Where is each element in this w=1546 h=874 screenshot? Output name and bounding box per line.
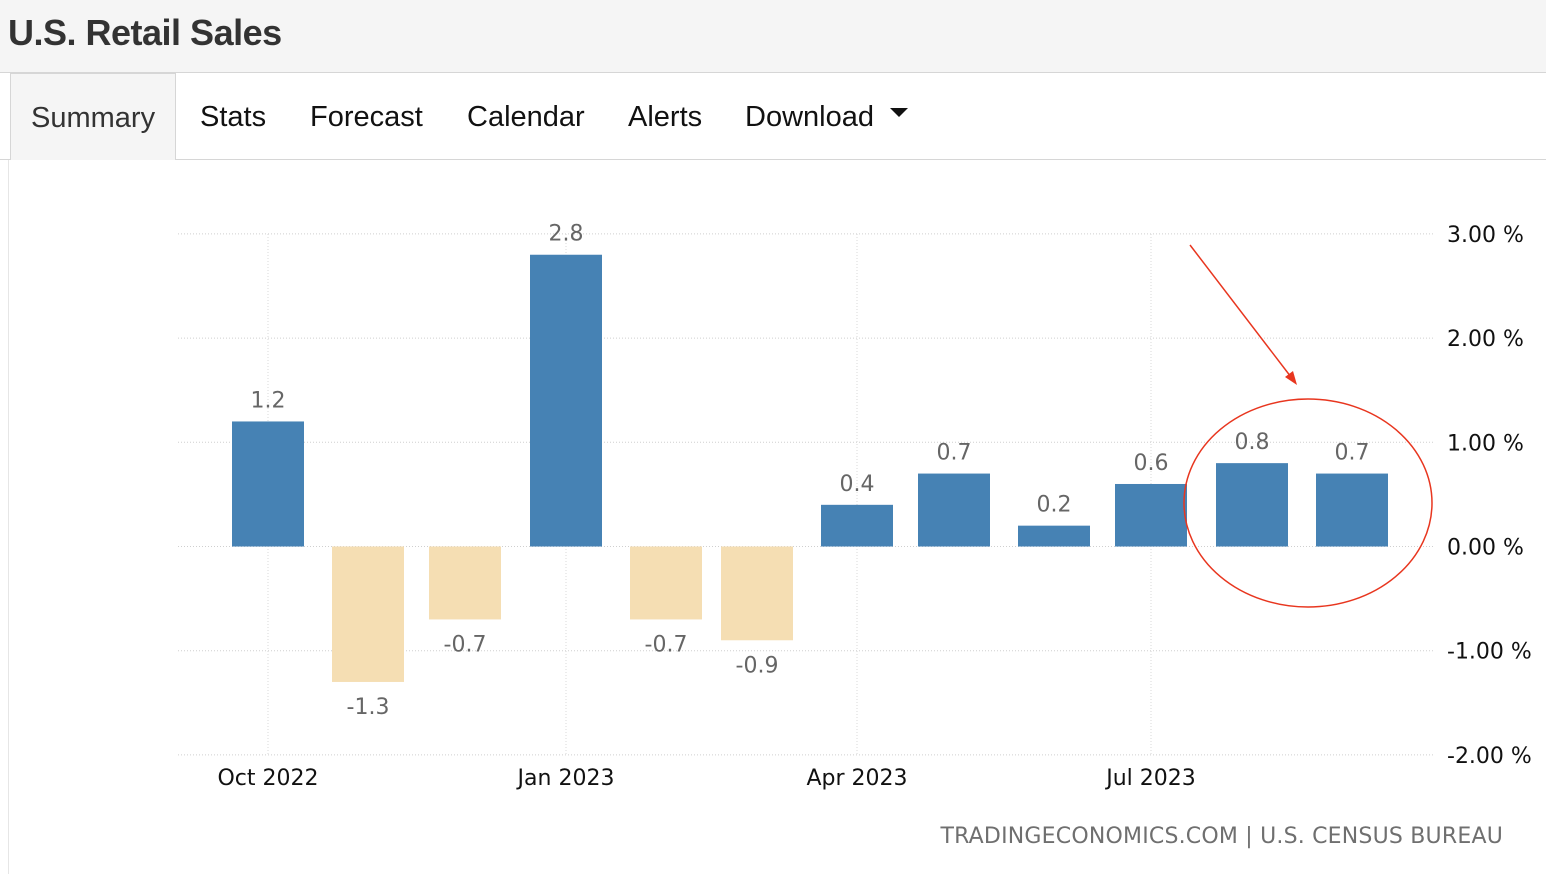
bar-value-label: 0.2	[1037, 493, 1072, 518]
chart-y-axis: 3.00 % 2.00 % 1.00 % 0.00 % -1.00 % -2.00 %	[1447, 223, 1532, 769]
bar-value-label: -0.7	[444, 632, 487, 657]
bar	[429, 546, 501, 620]
bar-value-label: 0.7	[1335, 441, 1370, 466]
bar-value-label: -0.7	[645, 632, 688, 657]
x-tick-label: Oct 2022	[217, 766, 318, 791]
bar-value-label: 1.2	[251, 388, 286, 413]
chart-value-labels: 1.2 -1.3 -0.7 2.8 -0.7 -0.9 0.4 0.7 0.2 0.6 0.8 0.7	[251, 222, 1370, 720]
bar	[1216, 463, 1288, 547]
highlight-ellipse	[1183, 398, 1433, 608]
bar	[1018, 525, 1090, 547]
bar	[630, 546, 702, 620]
bar	[918, 473, 990, 547]
annotation-arrow-head	[1285, 371, 1297, 385]
bar-value-label: -0.9	[736, 653, 779, 678]
y-tick-label: -1.00 %	[1447, 640, 1532, 665]
bar-value-label: -1.3	[347, 695, 390, 720]
source-credit: TRADINGECONOMICS.COM | U.S. CENSUS BUREA…	[940, 824, 1503, 849]
chart-bars	[232, 254, 1388, 682]
y-tick-label: 2.00 %	[1447, 327, 1524, 352]
page-title: U.S. Retail Sales	[8, 12, 282, 53]
caret-down-icon	[889, 107, 908, 117]
tab-calendar[interactable]: Calendar	[467, 101, 585, 133]
y-tick-label: 3.00 %	[1447, 223, 1524, 248]
bar-value-label: 0.8	[1235, 430, 1270, 455]
x-tick-label: Jan 2023	[516, 766, 615, 791]
bar	[332, 546, 404, 682]
bar	[1316, 473, 1388, 547]
bar-value-label: 2.8	[549, 222, 584, 247]
chart-x-axis: Oct 2022 Jan 2023 Apr 2023 Jul 2023	[217, 766, 1195, 791]
tab-summary[interactable]: Summary	[10, 73, 177, 160]
tab-stats[interactable]: Stats	[200, 101, 267, 133]
bar	[1115, 483, 1187, 547]
bar-value-label: 0.4	[840, 472, 875, 497]
chart-annotation	[1183, 244, 1433, 608]
bar	[232, 421, 304, 547]
tab-download[interactable]: Download	[745, 73, 908, 159]
y-tick-label: 0.00 %	[1447, 536, 1524, 561]
bar	[530, 254, 602, 547]
tab-bar: Summary Stats Forecast Calendar Alerts D…	[0, 73, 1546, 160]
x-tick-label: Jul 2023	[1104, 766, 1196, 791]
annotation-arrow-line	[1189, 244, 1292, 378]
bar	[721, 546, 793, 641]
y-tick-label: 1.00 %	[1447, 431, 1524, 456]
panel-border	[8, 160, 9, 874]
tab-download-label: Download	[745, 101, 874, 133]
tab-forecast[interactable]: Forecast	[310, 101, 423, 133]
bar	[821, 504, 893, 547]
y-tick-label: -2.00 %	[1447, 744, 1532, 769]
bar-value-label: 0.6	[1134, 451, 1169, 476]
x-tick-label: Apr 2023	[806, 766, 907, 791]
tab-alerts[interactable]: Alerts	[628, 101, 703, 133]
header-bar: U.S. Retail Sales	[0, 0, 1546, 73]
bar-value-label: 0.7	[937, 441, 972, 466]
